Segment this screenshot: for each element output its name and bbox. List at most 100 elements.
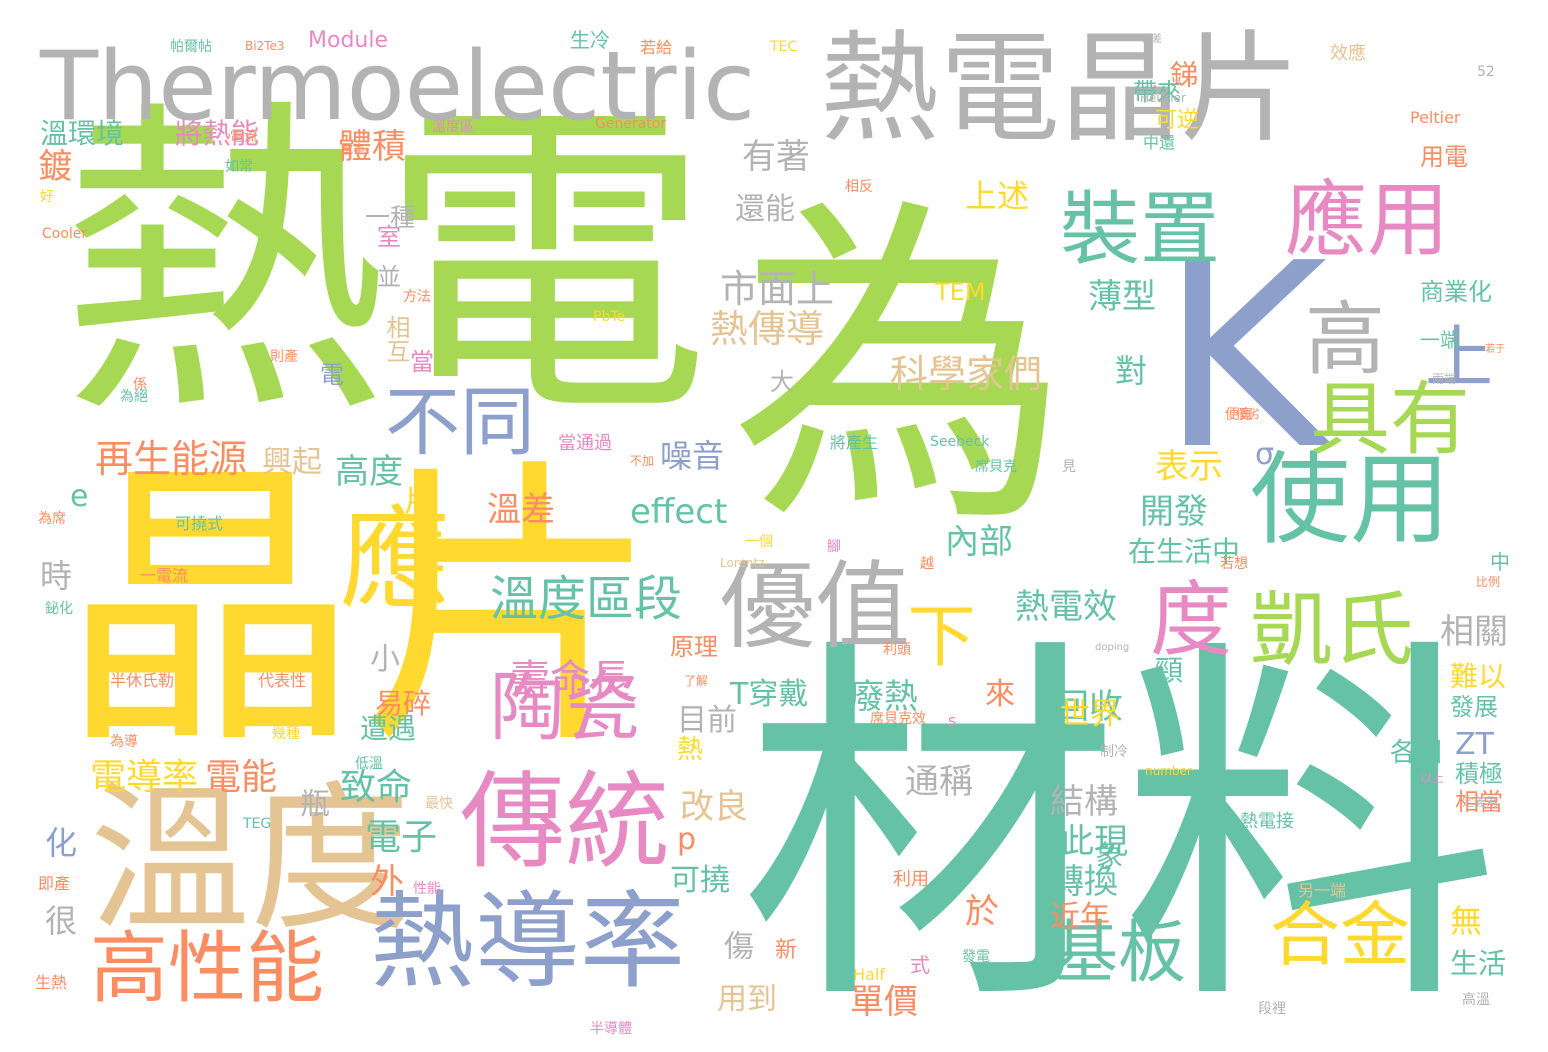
- cloud-word-185: 席貝克: [975, 459, 1017, 475]
- cloud-word-164: 席貝克效: [870, 711, 926, 727]
- cloud-word-17: 不同: [385, 378, 536, 466]
- cloud-word-161: 高溫: [1462, 992, 1490, 1008]
- cloud-word-34: 有著: [742, 137, 810, 177]
- cloud-word-96: 中還: [1143, 133, 1176, 152]
- cloud-word-95: 可逆: [1155, 108, 1200, 133]
- cloud-word-52-118: 52: [1477, 64, 1495, 80]
- cloud-word-36: 上述: [965, 177, 1030, 215]
- cloud-word-58: 回收: [1055, 687, 1123, 727]
- cloud-word-81: 片: [398, 485, 433, 515]
- cloud-word-135: 好: [40, 189, 54, 205]
- cloud-word-53: 易碎: [375, 687, 432, 720]
- cloud-word-130: 若給: [640, 38, 673, 57]
- cloud-word-117: 效應: [1330, 43, 1366, 64]
- cloud-word-169: 比例: [1476, 575, 1501, 589]
- cloud-word-87: 室: [377, 223, 401, 251]
- cloud-word-45: 很: [45, 902, 78, 940]
- cloud-word-26: 下: [895, 600, 974, 668]
- cloud-word-thermoelectric-9: Thermoelectric: [40, 32, 756, 142]
- cloud-word-136: 相反: [845, 179, 873, 195]
- cloud-word-half-124: Half: [853, 965, 885, 984]
- cloud-word-41: 鍍: [38, 147, 72, 187]
- cloud-word-186: 電: [320, 361, 344, 389]
- cloud-word-55: 內部: [945, 522, 1013, 562]
- cloud-word-27: 溫度區段: [490, 571, 683, 627]
- cloud-word-162: 利用: [893, 869, 929, 890]
- cloud-word-39: 溫環境: [40, 117, 125, 150]
- cloud-word-147: 可撓式: [175, 514, 224, 533]
- cloud-word-142: 腳: [827, 539, 841, 555]
- cloud-word-3: 晶片: [60, 435, 660, 784]
- cloud-word-150: 代表性: [258, 671, 307, 690]
- cloud-word-51: 外: [370, 862, 404, 902]
- cloud-word-doping-174: doping: [1095, 642, 1130, 653]
- cloud-word-86: 並: [377, 263, 401, 291]
- cloud-word-71: 目前: [677, 703, 737, 738]
- cloud-word-92: 薄型: [1088, 277, 1156, 317]
- cloud-word-24: 基板: [1050, 914, 1187, 993]
- cloud-word-66: 改良: [680, 787, 748, 827]
- cloud-word-50: 電子: [365, 817, 438, 858]
- cloud-word-67: 可撓: [670, 863, 730, 898]
- cloud-word-68: 用到: [717, 982, 777, 1017]
- cloud-word-pbte-126: PbTe: [593, 309, 626, 325]
- cloud-word-bi2te3-129: Bi2Te3: [245, 39, 285, 53]
- cloud-word-t-73: T穿戴: [730, 677, 809, 712]
- cloud-word-149: 半休氏勒: [110, 671, 175, 690]
- cloud-word-138: 則產: [270, 349, 298, 365]
- cloud-word-zt-105: ZT: [1455, 727, 1494, 762]
- cloud-word-69: 傷: [718, 930, 753, 960]
- cloud-word-tem-110: TEM: [935, 278, 986, 306]
- cloud-word-154: 低溫: [355, 756, 383, 772]
- cloud-word-48: 瓶: [300, 787, 330, 822]
- cloud-word-76: 表示: [1155, 447, 1223, 487]
- cloud-word-79: 高度: [335, 452, 403, 492]
- cloud-word-44: 化: [45, 824, 78, 862]
- cloud-word-20: 度: [1150, 573, 1233, 668]
- cloud-word-38: 還能: [735, 192, 795, 227]
- cloud-word-119: 象: [1095, 839, 1124, 872]
- cloud-word-heusler-116: Heusler: [1140, 91, 1186, 105]
- cloud-word-52: 小: [370, 642, 400, 677]
- cloud-word-146: 為席: [38, 511, 66, 527]
- cloud-word-teg-178: TEG: [243, 816, 272, 832]
- cloud-word-89: 來: [985, 677, 1015, 712]
- cloud-word-158: 生熱: [35, 973, 68, 992]
- cloud-word-153: 鉍化: [45, 601, 73, 617]
- cloud-word-167: 以上: [1420, 771, 1445, 785]
- cloud-word-13: 使用: [1250, 441, 1450, 558]
- cloud-word-171: 了解: [684, 674, 709, 688]
- cloud-word-132: 溫度區: [432, 119, 474, 135]
- cloud-word-0: 熱: [60, 73, 390, 457]
- cloud-word-84: 當: [410, 348, 434, 376]
- cloud-word-93: 銻: [1166, 60, 1199, 88]
- cloud-word-160: 段裡: [1258, 1001, 1286, 1017]
- cloud-word-77: σ: [1255, 437, 1275, 472]
- cloud-word-19: 優值: [720, 552, 911, 662]
- cloud-word-133: 電流: [230, 129, 258, 145]
- cloud-word-23: 高性能: [90, 924, 325, 1014]
- cloud-word-effect-29: effect: [630, 492, 728, 532]
- cloud-word-104: 相當: [1455, 788, 1503, 816]
- cloud-word-37: 一種: [365, 203, 416, 232]
- cloud-word-148: 一電流: [140, 566, 189, 585]
- cloud-word-182: 優劣: [1236, 407, 1261, 421]
- cloud-word-177: 便寬: [1225, 407, 1253, 423]
- cloud-word-143: 越: [920, 556, 934, 572]
- cloud-word-163: 熱電接: [1240, 811, 1294, 832]
- cloud-word-6: 熱導率: [370, 881, 686, 1003]
- cloud-word-16: 上: [1425, 319, 1494, 398]
- cloud-word-61: 此現: [1060, 822, 1128, 862]
- cloud-word-80: 興起: [262, 445, 322, 480]
- cloud-word-2: 為: [730, 172, 1070, 568]
- cloud-word-101: 難以: [1450, 660, 1507, 693]
- cloud-word-144: 當通過: [558, 433, 612, 454]
- cloud-word-15: 高: [1305, 293, 1385, 386]
- cloud-word-112: 生冷: [570, 28, 610, 52]
- cloud-word-5: 溫度: [90, 766, 411, 953]
- cloud-word-172: 利頭: [883, 642, 911, 658]
- cloud-word-106: 各國: [1390, 738, 1443, 768]
- cloud-word-31: 科學家們: [890, 352, 1043, 396]
- cloud-word-98: 商業化: [1420, 278, 1492, 306]
- cloud-word-145: 將產生: [830, 433, 879, 452]
